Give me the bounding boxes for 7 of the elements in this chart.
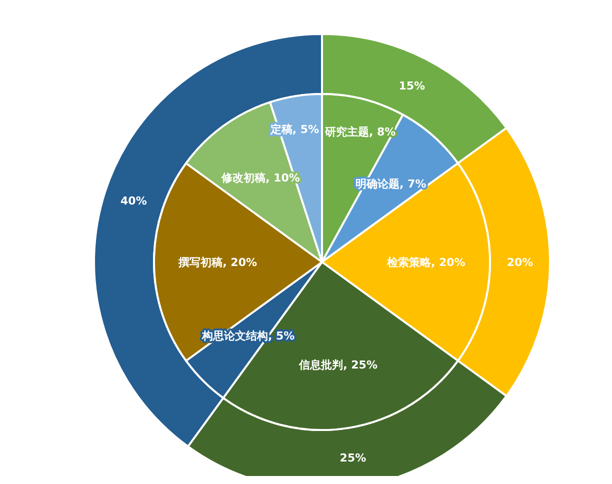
data-label: 40% [120,194,147,208]
data-label: 20% [506,256,534,269]
data-label: 15% [398,79,426,92]
slice-label: 信息批判, 25% [298,358,378,372]
slice-label: 检索策略, 20% [386,256,466,269]
data-label: 25% [340,451,366,464]
slice-label: 撰写初稿, 20% [178,256,258,269]
